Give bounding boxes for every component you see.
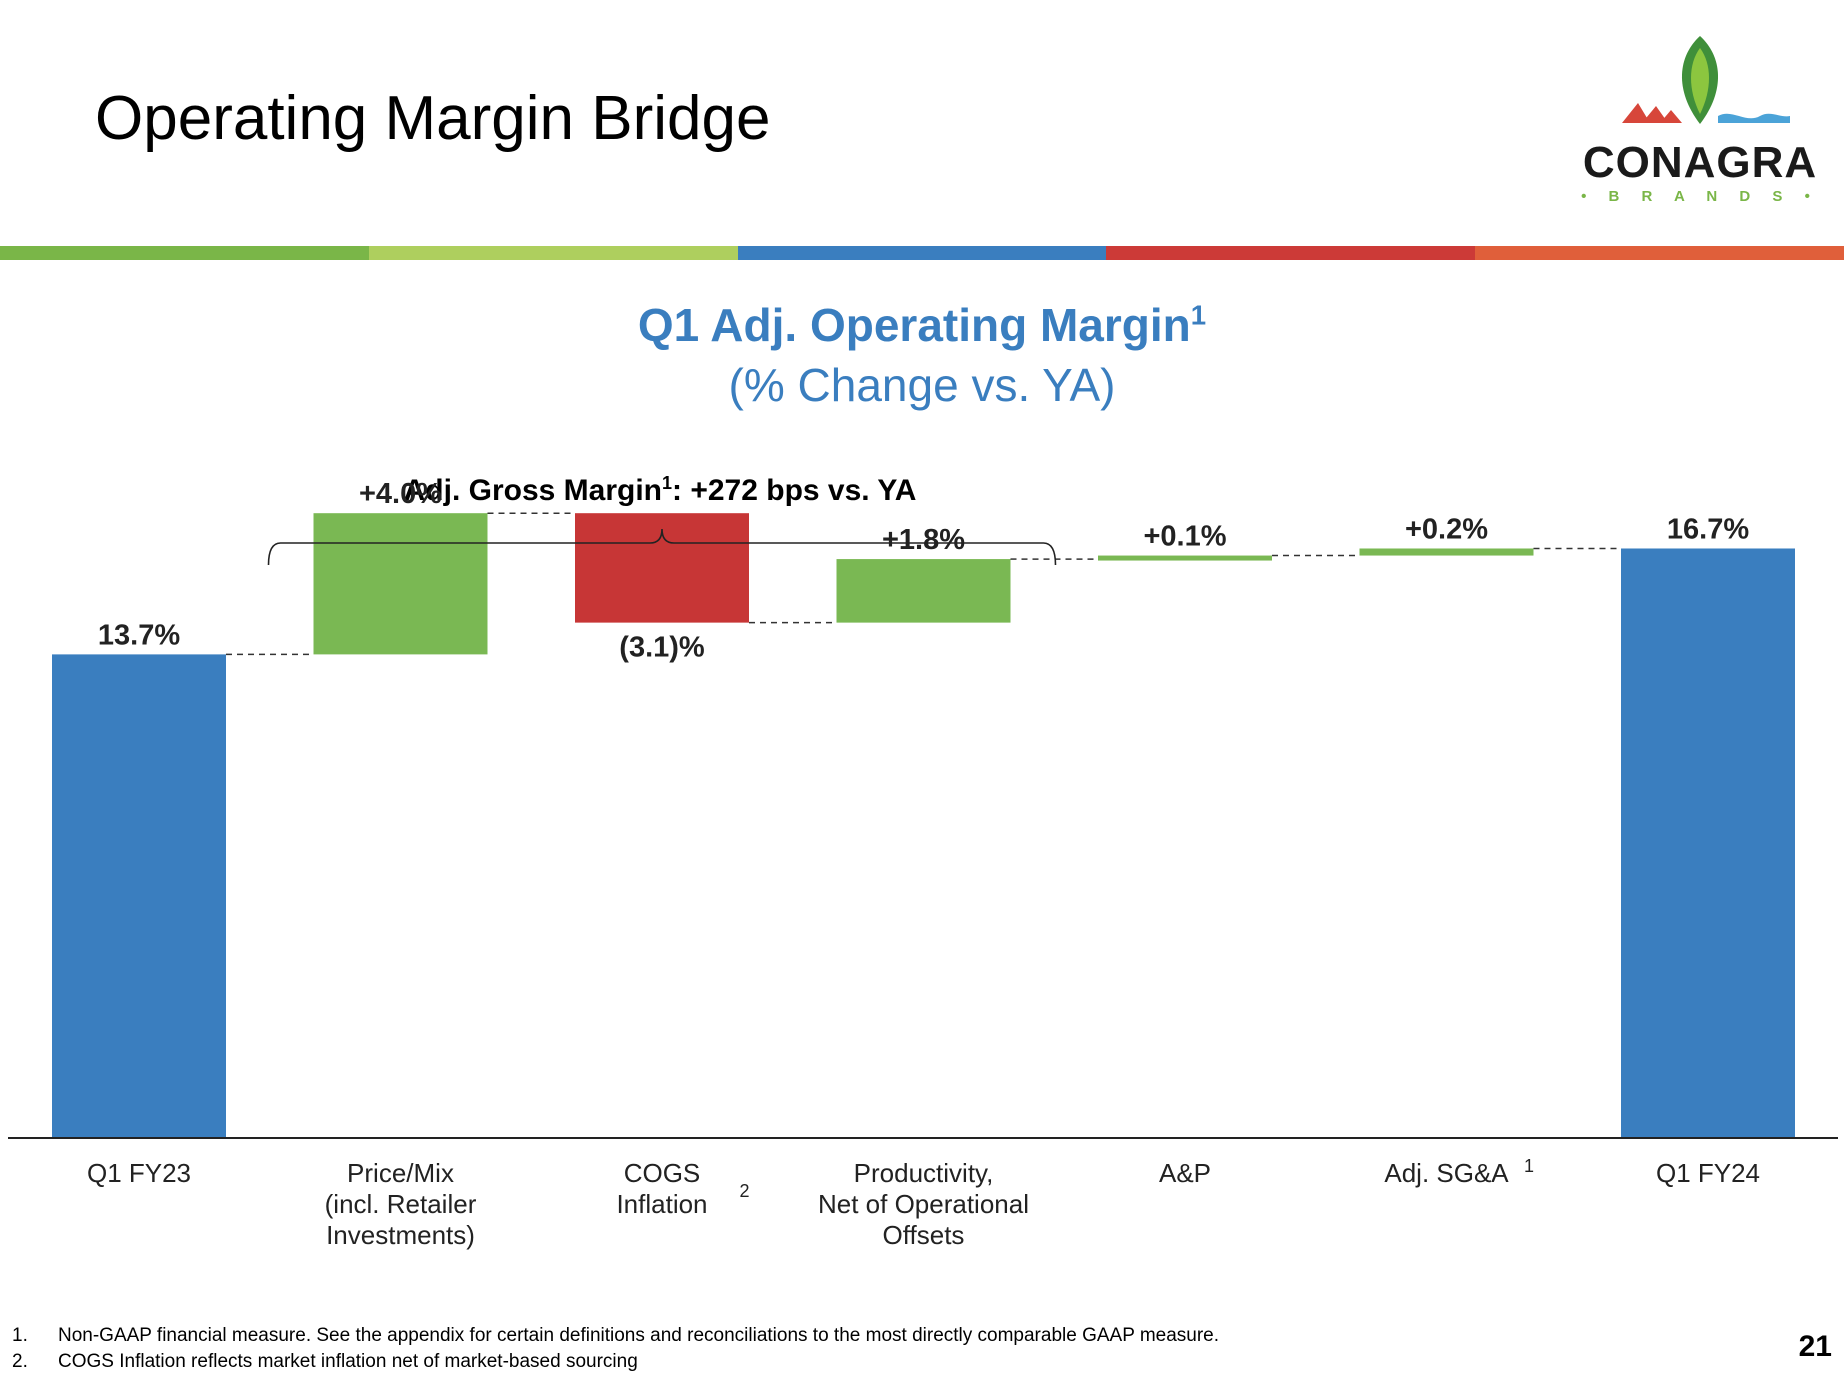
bar-6 [1359, 548, 1534, 556]
chart-title: Q1 Adj. Operating Margin1 [0, 298, 1844, 353]
data-label: 16.7% [1667, 513, 1749, 545]
chart-title-sup: 1 [1190, 299, 1207, 331]
footnote-text: COGS Inflation reflects market inflation… [58, 1351, 638, 1372]
category-label: Q1 FY23 [87, 1158, 191, 1188]
category-label: Adj. SG&A [1384, 1158, 1509, 1188]
band-segment-4 [1106, 246, 1476, 260]
gross-margin-bracket [267, 528, 1057, 566]
footnote-1: 1. Non-GAAP financial measure. See the a… [12, 1323, 1219, 1349]
data-label: +4.0% [359, 478, 442, 510]
data-label: 13.7% [98, 619, 180, 651]
chart-subtitle: (% Change vs. YA) [728, 359, 1116, 411]
bar-7 [1621, 548, 1795, 1138]
bracket-label-rest: : +272 bps vs. YA [672, 474, 917, 507]
band-segment-5 [1475, 246, 1844, 260]
logo-wordmark: CONAGRA [1582, 138, 1818, 187]
bar-2 [313, 513, 488, 655]
category-label: Price/Mix (incl. Retailer Investments) [325, 1158, 477, 1250]
bar-4 [836, 559, 1011, 623]
bracket-label-text: Adj. Gross Margin [403, 474, 663, 507]
band-segment-3 [737, 246, 1107, 260]
band-segment-2 [368, 246, 738, 260]
data-label: +1.8% [882, 524, 965, 556]
bracket-label-sup: 1 [662, 473, 673, 493]
gross-margin-bracket-label: Adj. Gross Margin1: +272 bps vs. YA [300, 474, 1020, 508]
footnote-text: Non-GAAP financial measure. See the appe… [58, 1325, 1220, 1346]
bar-1 [52, 654, 226, 1138]
category-label: COGS Inflation [616, 1158, 707, 1219]
category-footnote-marker: 2 [740, 1181, 750, 1201]
footnotes: 1. Non-GAAP financial measure. See the a… [12, 1323, 1219, 1375]
chart-title-text: Q1 Adj. Operating Margin [637, 299, 1191, 351]
category-footnote-marker: 1 [1524, 1156, 1534, 1176]
page-number: 21 [1798, 1330, 1832, 1363]
conagra-logo: CONAGRA • B R A N D S • [1570, 28, 1830, 208]
category-label: A&P [1159, 1158, 1211, 1188]
band-segment-1 [0, 246, 369, 260]
color-band [0, 246, 1844, 260]
category-label: Productivity, Net of Operational Offsets [818, 1158, 1029, 1250]
footnote-number: 1. [12, 1325, 28, 1346]
logo-subtitle: • B R A N D S • [1581, 188, 1819, 205]
leaf-icon [1622, 36, 1790, 124]
bar-5 [1098, 555, 1272, 561]
footnote-number: 2. [12, 1351, 28, 1372]
footnote-2: 2. COGS Inflation reflects market inflat… [12, 1349, 1219, 1375]
data-label: +0.2% [1405, 513, 1488, 545]
category-label: Q1 FY24 [1656, 1158, 1760, 1188]
page-title: Operating Margin Bridge [95, 84, 771, 153]
data-label: (3.1)% [619, 632, 705, 664]
data-label: +0.1% [1143, 521, 1226, 553]
